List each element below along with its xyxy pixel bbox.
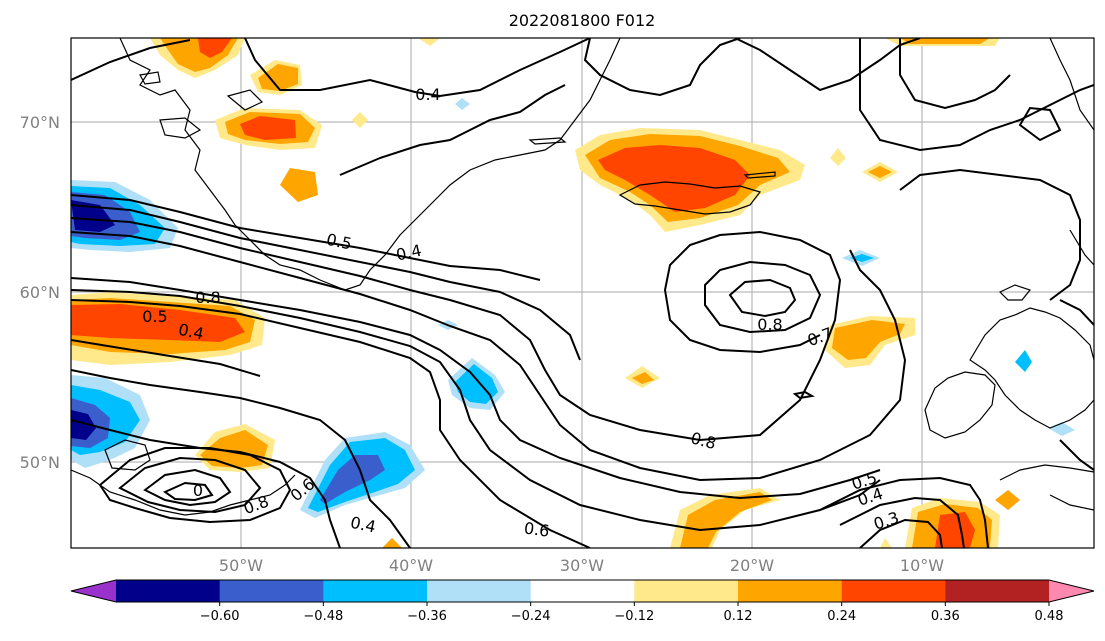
colorbar-tick-label: −0.12 [614,609,654,624]
contour-label: 0.4 [349,513,378,537]
contour-label: 0.4 [177,320,206,344]
colorbar-tick-label: −0.48 [303,609,343,624]
lon-label: 40°W [389,556,433,575]
colorbar-segment [427,580,532,602]
colorbar-segment [323,580,428,602]
contour-label: 0.6 [523,518,551,540]
map-content: 0.4 0.5 0.4 0.8 0.5 0.4 0.8 0.7 0.8 0.5 … [71,38,1094,548]
colorbar-tick-label: 0.48 [1035,609,1064,624]
contour-label: 0.8 [757,315,782,334]
contour-label: 0.4 [415,85,440,104]
lon-label: 10°W [900,556,944,575]
anomaly-shading [71,38,1075,548]
colorbar-tick-label: 0.36 [931,609,960,624]
coastlines [71,38,1094,516]
colorbar-segment [116,580,221,602]
latitude-labels: 70°N 60°N 50°N [20,113,60,472]
lon-label: 20°W [730,556,774,575]
colorbar-tick-label: 0.12 [724,609,753,624]
contour-label: 0.5 [325,230,354,254]
colorbar-segment [945,580,1050,602]
lat-label: 60°N [20,283,60,302]
lon-label: 50°W [219,556,263,575]
colorbar-tick-label: −0.24 [511,609,551,624]
lon-label: 30°W [560,556,604,575]
figure-title: 2022081800 F012 [509,11,656,30]
contour-label: 0.4 [394,241,423,265]
colorbar-tick-label: −0.36 [407,609,447,624]
contour-labels: 0.4 0.5 0.4 0.8 0.5 0.4 0.8 0.7 0.8 0.5 … [142,85,901,541]
colorbar-segment [841,580,946,602]
lat-label: 50°N [20,453,60,472]
colorbar-segment [738,580,843,602]
colorbar-segment [634,580,739,602]
contours [71,38,1094,548]
colorbar-extend-low [71,580,116,602]
colorbar-tick-label: 0.24 [827,609,856,624]
colorbar: −0.60 −0.48 −0.36 −0.24 −0.12 0.12 0.24 0.36 0.4… [70,579,1095,624]
contour-label: 0 [193,481,203,500]
contour-label: 0.8 [195,288,220,307]
colorbar-extend-high [1049,580,1094,602]
colorbar-outline [70,579,1095,603]
map-border [70,37,1095,549]
lat-label: 70°N [20,113,60,132]
longitude-labels: 50°W 40°W 30°W 20°W 10°W [219,556,944,575]
colorbar-segment [219,580,324,602]
contour-label: 0.5 [142,307,167,326]
colorbar-segment [530,580,635,602]
colorbar-tick-label: −0.60 [200,609,240,624]
